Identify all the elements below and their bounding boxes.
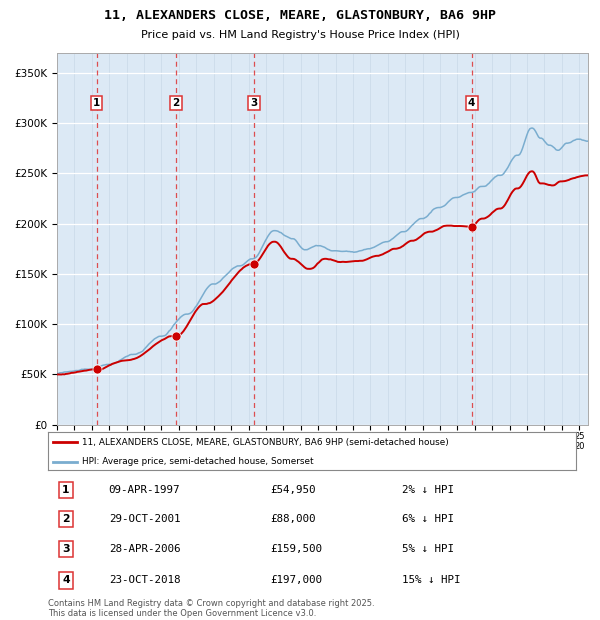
Text: 6% ↓ HPI: 6% ↓ HPI [402, 514, 454, 524]
Text: 5% ↓ HPI: 5% ↓ HPI [402, 544, 454, 554]
Text: £54,950: £54,950 [270, 485, 315, 495]
Text: 11, ALEXANDERS CLOSE, MEARE, GLASTONBURY, BA6 9HP (semi-detached house): 11, ALEXANDERS CLOSE, MEARE, GLASTONBURY… [82, 438, 449, 447]
Text: 2% ↓ HPI: 2% ↓ HPI [402, 485, 454, 495]
Text: 4: 4 [62, 575, 70, 585]
Text: 15% ↓ HPI: 15% ↓ HPI [402, 575, 460, 585]
Text: 3: 3 [250, 98, 258, 108]
Text: 11, ALEXANDERS CLOSE, MEARE, GLASTONBURY, BA6 9HP: 11, ALEXANDERS CLOSE, MEARE, GLASTONBURY… [104, 9, 496, 22]
Text: 09-APR-1997: 09-APR-1997 [109, 485, 180, 495]
Text: £197,000: £197,000 [270, 575, 322, 585]
Text: 1: 1 [93, 98, 100, 108]
Text: HPI: Average price, semi-detached house, Somerset: HPI: Average price, semi-detached house,… [82, 457, 314, 466]
Text: 3: 3 [62, 544, 70, 554]
Text: £88,000: £88,000 [270, 514, 315, 524]
Text: 28-APR-2006: 28-APR-2006 [109, 544, 180, 554]
Text: Contains HM Land Registry data © Crown copyright and database right 2025.
This d: Contains HM Land Registry data © Crown c… [48, 599, 374, 618]
Text: 2: 2 [62, 514, 70, 524]
Text: Price paid vs. HM Land Registry's House Price Index (HPI): Price paid vs. HM Land Registry's House … [140, 30, 460, 40]
Text: 29-OCT-2001: 29-OCT-2001 [109, 514, 180, 524]
Text: 23-OCT-2018: 23-OCT-2018 [109, 575, 180, 585]
Text: 4: 4 [468, 98, 475, 108]
Text: 2: 2 [172, 98, 179, 108]
Text: 1: 1 [62, 485, 70, 495]
Text: £159,500: £159,500 [270, 544, 322, 554]
